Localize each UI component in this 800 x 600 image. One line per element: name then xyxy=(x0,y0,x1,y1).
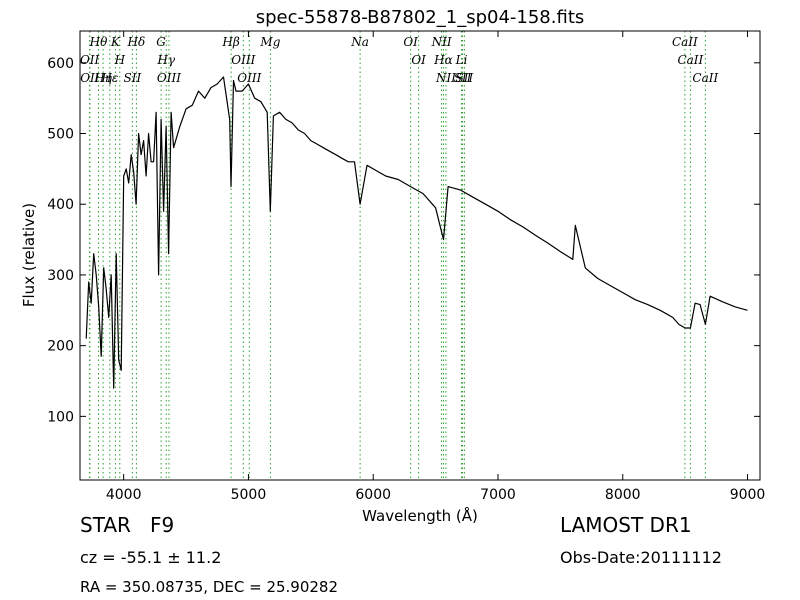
line-marker-label-12: Hβ xyxy=(221,35,239,49)
line-marker-label-15: Mg xyxy=(259,35,280,49)
survey-name: LAMOST DR1 xyxy=(560,513,692,537)
y-tick-label-5: 600 xyxy=(47,56,74,72)
x-tick-label-5: 9000 xyxy=(730,487,766,503)
cz-value: cz = -55.1 ± 11.2 xyxy=(80,548,222,567)
line-marker-label-14: OIII xyxy=(237,71,261,85)
line-marker-label-11: OIII xyxy=(157,71,181,85)
y-tick-label-0: 100 xyxy=(47,409,74,425)
line-marker-label-9: G xyxy=(156,35,166,49)
y-axis-label: Flux (relative) xyxy=(20,203,38,307)
line-marker-label-7: SII xyxy=(124,71,142,85)
y-tick-label-1: 200 xyxy=(47,339,74,355)
line-marker-label-23: Li xyxy=(455,53,468,67)
line-marker-label-24: SII xyxy=(456,71,474,85)
y-axis-ticks: 100 200 300 400 500 600 xyxy=(47,56,760,425)
line-marker-label-2: OII xyxy=(80,71,100,85)
line-markers xyxy=(89,31,706,480)
x-tick-label-2: 6000 xyxy=(355,487,391,503)
line-marker-label-19: NII xyxy=(431,35,452,49)
class-label: STAR xyxy=(80,513,131,537)
object-class: STAR F9 xyxy=(80,513,174,537)
line-marker-label-20: Hα xyxy=(433,53,453,67)
y-tick-label-3: 400 xyxy=(47,197,74,213)
line-marker-label-21: NII xyxy=(435,71,456,85)
line-marker-label-3: Hη xyxy=(93,71,112,85)
line-marker-label-17: OI xyxy=(403,35,418,49)
y-tick-label-2: 300 xyxy=(47,268,74,284)
x-tick-label-3: 7000 xyxy=(480,487,516,503)
line-marker-label-25: CaII xyxy=(672,35,698,49)
coordinates: RA = 350.08735, DEC = 25.90282 xyxy=(80,578,339,596)
line-marker-label-26: CaII xyxy=(677,53,703,67)
line-marker-label-1: OII xyxy=(80,53,100,67)
observation-date: Obs-Date:20111112 xyxy=(560,548,722,567)
line-marker-label-8: Hδ xyxy=(127,35,146,49)
chart-title: spec-55878-B87802_1_sp04-158.fits xyxy=(256,7,585,28)
spectrum-line xyxy=(85,76,748,389)
line-marker-label-27: CaII xyxy=(692,71,718,85)
x-tick-label-1: 5000 xyxy=(231,487,267,503)
y-tick-label-4: 500 xyxy=(47,127,74,143)
line-marker-label-10: Hγ xyxy=(156,53,175,67)
line-marker-label-18: OI xyxy=(411,53,426,67)
line-marker-label-13: OIII xyxy=(231,53,255,67)
plot-frame xyxy=(79,30,761,481)
spectrum xyxy=(85,76,748,389)
x-tick-label-0: 4000 xyxy=(106,487,142,503)
line-marker-label-5: K xyxy=(110,35,121,49)
subclass-label: F9 xyxy=(150,513,175,537)
line-marker-label-4: Hε xyxy=(100,71,118,85)
line-marker-label-6: H xyxy=(114,53,126,67)
line-marker-label-22: SII xyxy=(454,71,472,85)
x-axis-ticks: 4000 5000 6000 7000 8000 9000 xyxy=(106,31,765,503)
line-marker-label-0: Hθ xyxy=(89,35,108,49)
x-axis-label: Wavelength (Å) xyxy=(362,506,478,525)
line-marker-label-16: Na xyxy=(350,35,369,49)
x-tick-label-4: 8000 xyxy=(605,487,641,503)
